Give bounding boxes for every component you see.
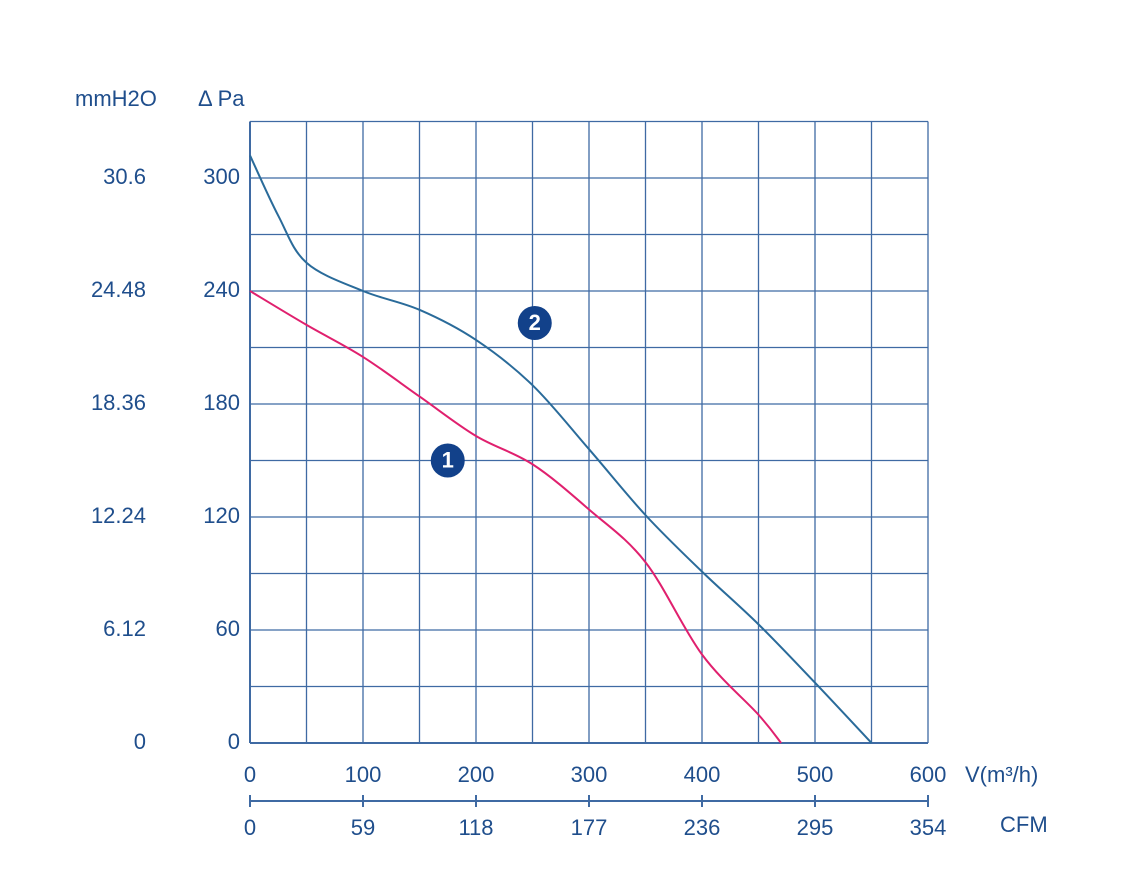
x-tick-label: 600 — [910, 762, 947, 787]
y-tick-label: 240 — [203, 277, 240, 302]
x-axis-title: V(m³/h) — [965, 762, 1038, 787]
x2-axis-title: CFM — [1000, 812, 1048, 837]
y-tick-label: 60 — [216, 616, 240, 641]
x2-tick-label: 236 — [684, 815, 721, 840]
series-label: 2 — [529, 310, 541, 335]
y2-tick-label: 30.6 — [103, 164, 146, 189]
series-label-badge — [430, 443, 465, 478]
y2-tick-label: 18.36 — [91, 390, 146, 415]
x-tick-label: 300 — [571, 762, 608, 787]
x-tick-label: 500 — [797, 762, 834, 787]
line — [249, 154, 873, 744]
y2-axis-title: mmH2O — [75, 86, 157, 111]
x2-tick-label: 118 — [458, 815, 493, 840]
series-label: 1 — [442, 447, 454, 472]
y2-tick-label: 0 — [134, 729, 146, 754]
y-tick-label: 0 — [228, 729, 240, 754]
x2-tick-label: 295 — [797, 815, 834, 840]
x2-tick-label: 354 — [910, 815, 947, 840]
y2-tick-label: 24.48 — [91, 277, 146, 302]
x-tick-label: 100 — [345, 762, 382, 787]
series-label-badge — [517, 306, 552, 341]
x-tick-label: 200 — [458, 762, 495, 787]
y-axis-title: Δ Pa — [198, 86, 245, 111]
line — [249, 290, 782, 744]
x2-tick-label: 0 — [244, 815, 256, 840]
x-tick-label: 0 — [244, 762, 256, 787]
x-tick-label: 400 — [684, 762, 721, 787]
x2-tick-label: 177 — [571, 815, 608, 840]
y-tick-label: 180 — [203, 390, 240, 415]
y2-tick-label: 6.12 — [103, 616, 146, 641]
y2-tick-label: 12.24 — [91, 503, 146, 528]
y-tick-label: 120 — [203, 503, 240, 528]
y-tick-label: 300 — [203, 164, 240, 189]
x2-tick-label: 59 — [351, 815, 375, 840]
